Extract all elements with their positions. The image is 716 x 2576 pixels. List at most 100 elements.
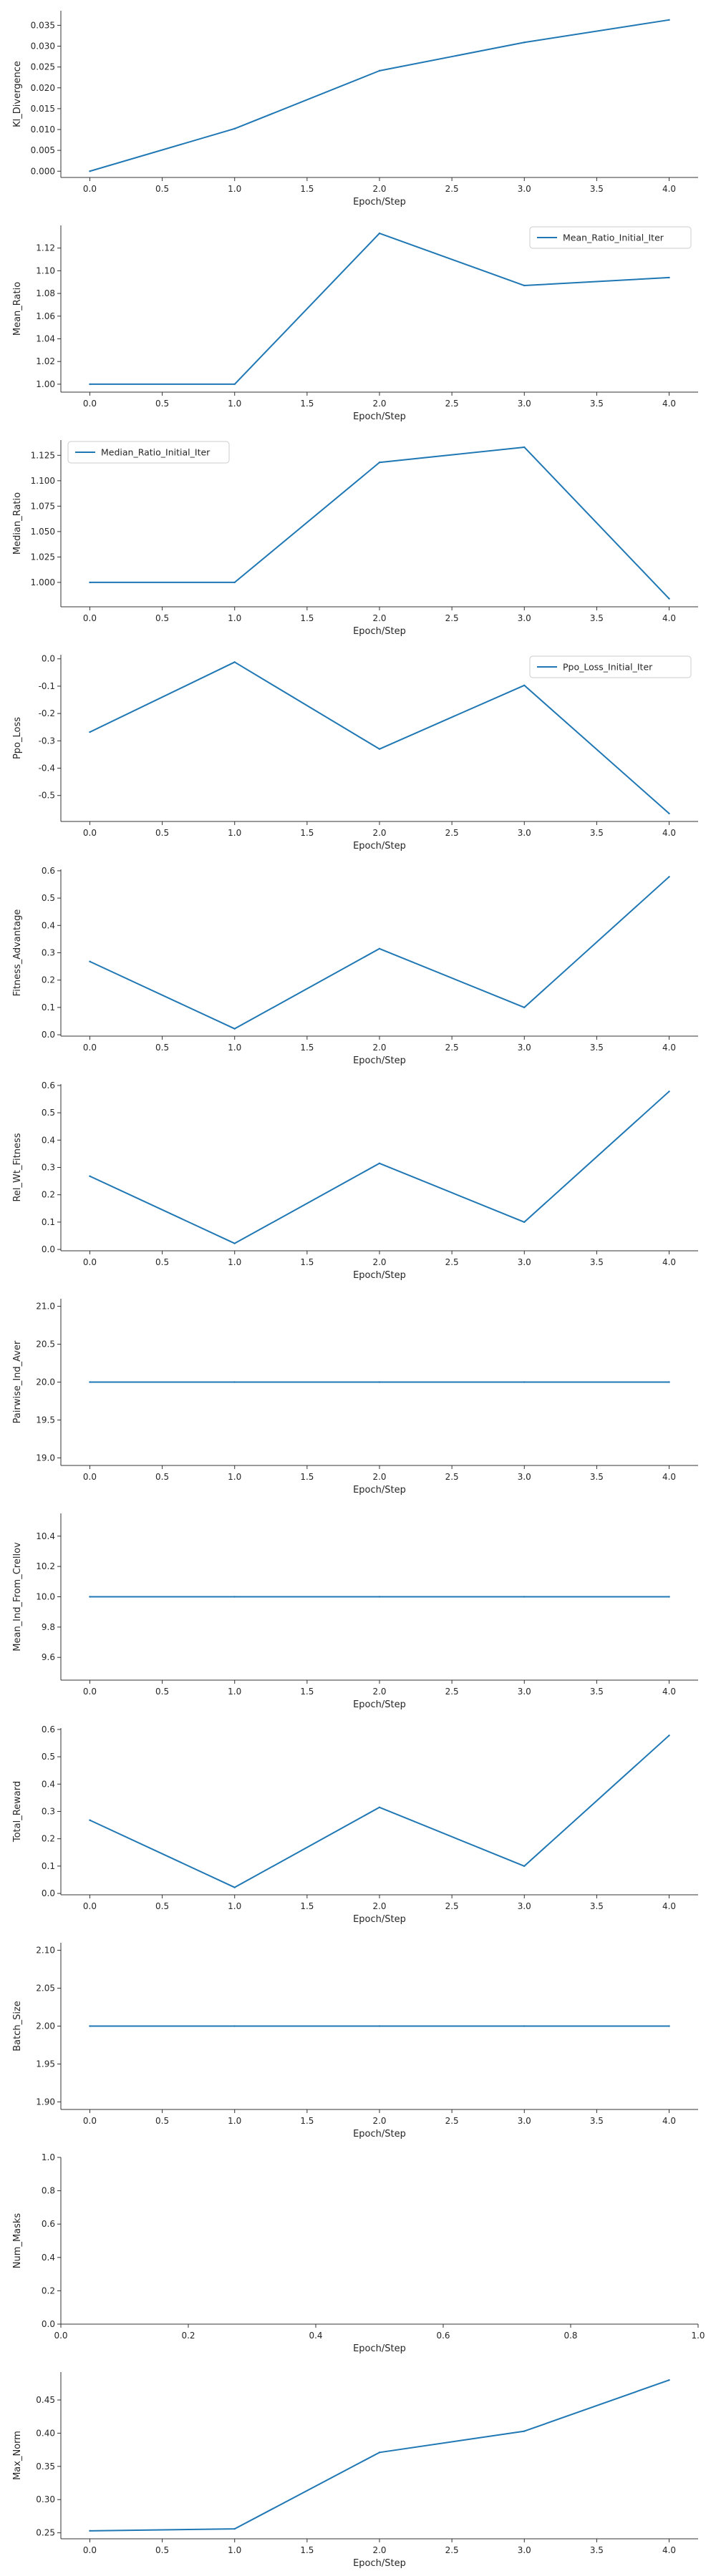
data-point (233, 2527, 236, 2530)
y-tick-label: -0.1 (39, 681, 55, 691)
x-tick-label: 0.0 (83, 1901, 97, 1911)
x-tick-label: 3.0 (518, 2116, 531, 2126)
data-point (668, 876, 670, 878)
data-point (378, 1806, 381, 1808)
y-tick-label: 0.8 (42, 2186, 55, 2196)
x-tick-label: 4.0 (662, 399, 676, 409)
x-axis-label: Epoch/Step (353, 626, 406, 637)
legend: Median_Ratio_Initial_Iter (67, 441, 230, 464)
x-tick-label: 0.0 (83, 828, 97, 838)
x-axis-label: Epoch/Step (353, 2343, 406, 2354)
data-point (523, 1865, 526, 1868)
y-axis-label: Ppo_Loss (12, 717, 23, 759)
x-tick-label: 4.0 (662, 1687, 676, 1697)
x-tick-label: 2.5 (445, 1257, 459, 1267)
data-point (668, 1091, 670, 1093)
y-tick-label: 0.30 (36, 2494, 55, 2504)
x-tick-label: 2.0 (372, 399, 386, 409)
data-point (233, 661, 236, 663)
y-tick-label: 0.40 (36, 2428, 55, 2438)
x-tick-label: 1.5 (300, 1043, 314, 1053)
x-axis-label: Epoch/Step (353, 1914, 406, 1925)
x-tick-label: 2.0 (372, 1901, 386, 1911)
y-tick-label: 0.35 (36, 2462, 55, 2472)
y-axis-label: Max_Norm (12, 2431, 23, 2480)
x-axis-label: Epoch/Step (353, 2558, 406, 2569)
x-tick-label: 1.0 (228, 1687, 241, 1697)
data-point (378, 748, 381, 750)
data-point (523, 42, 526, 44)
x-tick-label: 0.0 (83, 2116, 97, 2126)
x-axis-label: Epoch/Step (353, 2129, 406, 2140)
data-point (378, 232, 381, 235)
data-point (668, 2379, 670, 2381)
y-tick-label: 0.3 (42, 1807, 55, 1817)
data-point (89, 1596, 91, 1598)
x-tick-label: 4.0 (662, 828, 676, 838)
data-point (523, 2430, 526, 2432)
y-tick-label: 0.1 (42, 1217, 55, 1227)
y-tick-label: 10.2 (36, 1561, 55, 1571)
x-tick-label: 1.0 (228, 2545, 241, 2555)
y-tick-label: 2.10 (36, 1946, 55, 1956)
x-tick-label: 0.5 (155, 828, 169, 838)
y-tick-label: 19.0 (36, 1453, 55, 1463)
y-tick-label: 0.45 (36, 2395, 55, 2405)
x-tick-label: 0.0 (83, 1257, 97, 1267)
x-tick-label: 1.0 (228, 1257, 241, 1267)
y-axis-label: Median_Ratio (12, 492, 23, 555)
y-axis-label: Batch_Size (12, 2001, 23, 2051)
x-tick-label: 0.8 (563, 2331, 577, 2341)
chart-panel-6: 0.0 0.5 1.0 1.5 2.0 2.5 3.0 3.5 4.0 0.0 0.1 0.2 0.3 0… (12, 1080, 698, 1281)
y-tick-label: 21.0 (36, 1302, 55, 1312)
x-axis-label: Epoch/Step (353, 841, 406, 852)
y-tick-label: 0.015 (31, 104, 55, 114)
x-tick-label: 3.5 (590, 1043, 604, 1053)
x-tick-label: 2.0 (372, 613, 386, 623)
legend-label: Ppo_Loss_Initial_Iter (563, 662, 653, 673)
y-tick-label: -0.5 (39, 791, 55, 801)
x-tick-label: 0.0 (83, 1043, 97, 1053)
legend-box (67, 441, 230, 464)
x-tick-label: 1.0 (228, 2116, 241, 2126)
x-tick-label: 1.5 (300, 828, 314, 838)
x-tick-label: 3.5 (590, 2545, 604, 2555)
x-tick-label: 4.0 (662, 1257, 676, 1267)
y-tick-label: 9.8 (42, 1622, 55, 1632)
x-tick-label: 0.6 (436, 2331, 450, 2341)
x-tick-label: 1.0 (228, 1472, 241, 1482)
y-tick-label: 1.02 (36, 356, 55, 366)
x-axis-label: Epoch/Step (353, 1485, 406, 1496)
x-tick-label: 2.5 (445, 828, 459, 838)
chart-panel-11: 0.0 0.2 0.4 0.6 0.8 1.0 0.0 0.2 0.4 0.6 0.8 1.0 Epoc… (12, 2152, 705, 2354)
x-tick-label: 1.0 (691, 2331, 705, 2341)
y-axis-label: Kl_Divergence (12, 61, 23, 127)
y-tick-label: 0.3 (42, 1163, 55, 1173)
data-point (378, 2025, 381, 2027)
x-tick-label: 2.5 (445, 184, 459, 194)
data-point (378, 69, 381, 72)
x-tick-label: 1.5 (300, 2116, 314, 2126)
x-tick-label: 1.5 (300, 613, 314, 623)
chart-panel-5: 0.0 0.5 1.0 1.5 2.0 2.5 3.0 3.5 4.0 0.0 0.1 0.2 0.3 0… (12, 866, 698, 1066)
x-tick-label: 1.5 (300, 184, 314, 194)
x-tick-label: 3.5 (590, 399, 604, 409)
data-point (89, 2529, 91, 2532)
data-point (233, 1028, 236, 1030)
x-axis-label: Epoch/Step (353, 1055, 406, 1066)
x-tick-label: 0.5 (155, 399, 169, 409)
y-tick-label: 2.05 (36, 1984, 55, 1994)
x-tick-label: 2.0 (372, 1043, 386, 1053)
y-tick-label: 0.020 (31, 83, 55, 93)
x-tick-label: 1.0 (228, 613, 241, 623)
y-tick-label: 9.6 (42, 1652, 55, 1662)
x-tick-label: 0.2 (181, 2331, 195, 2341)
x-tick-label: 3.0 (518, 613, 531, 623)
data-point (89, 383, 91, 386)
y-tick-label: 20.5 (36, 1340, 55, 1350)
y-tick-label: 1.075 (31, 501, 55, 511)
y-tick-label: -0.3 (39, 736, 55, 746)
data-point (668, 276, 670, 279)
x-tick-label: 0.0 (54, 2331, 67, 2341)
